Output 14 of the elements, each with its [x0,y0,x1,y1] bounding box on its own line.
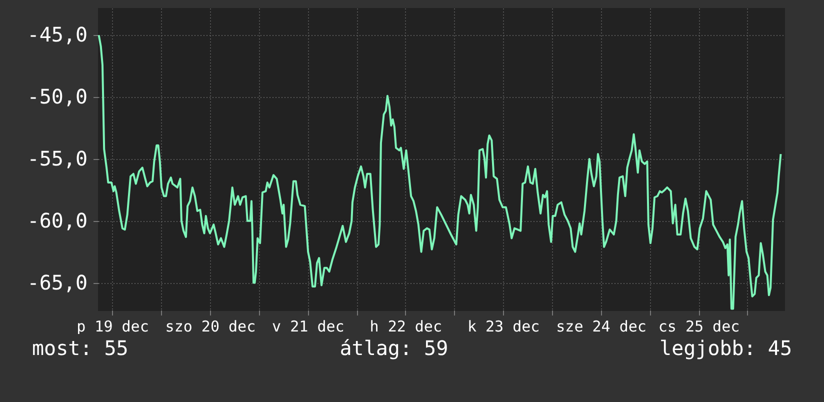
y-tick-label: -50,0 [27,84,88,109]
x-tick-label: sze 24 dec [556,318,646,336]
x-tick-label: v 21 dec [272,318,344,336]
text: most: 55 [32,336,128,360]
x-tick-label: k 23 dec [467,318,540,336]
x-tick-label: h 22 dec [370,318,442,336]
x-tick-label: szo 20 dec [165,318,256,336]
text: átlag: 59 [340,336,448,360]
y-tick-label: -65,0 [27,270,88,294]
text: legjobb: 45 [660,336,792,360]
y-tick-label: -55,0 [27,146,88,170]
x-tick-label: cs 25 dec [658,318,740,336]
y-tick-label: -60,0 [27,208,88,232]
y-tick-label: -45,0 [27,22,88,47]
